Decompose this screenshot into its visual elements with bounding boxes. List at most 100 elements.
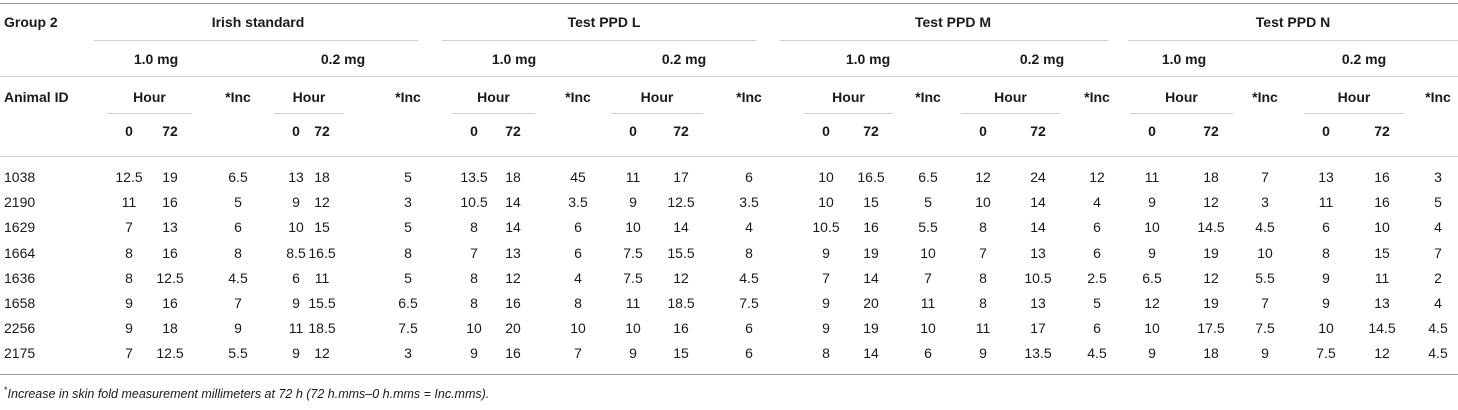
data-cell: 3	[404, 194, 412, 211]
data-cell: 9	[234, 320, 242, 337]
dose-header: 0.2 mg	[661, 51, 707, 67]
data-cell: 12	[975, 169, 991, 185]
group-underline	[1128, 40, 1458, 41]
data-cell: 6	[574, 244, 582, 261]
data-cell: 10	[466, 320, 482, 337]
data-cell: 9	[822, 295, 830, 311]
animal-id-cell: 1658	[4, 295, 36, 311]
data-cell: 9	[470, 345, 478, 362]
data-cell: 14.5	[1368, 320, 1396, 337]
data-cell: 12.5	[115, 169, 143, 185]
data-cell: 5.5	[228, 345, 248, 362]
data-cell: 3	[1261, 194, 1269, 211]
data-cell: 4.5	[1428, 345, 1448, 362]
data-cell: 16	[162, 194, 178, 211]
animal-id-label: Animal ID	[4, 89, 69, 105]
hour-value: 72	[1203, 123, 1219, 139]
inc-header: *Inc	[736, 89, 762, 105]
data-cell: 9	[292, 295, 300, 311]
data-cell: 9	[1261, 345, 1269, 362]
data-cell: 7	[574, 345, 582, 362]
group-underline	[780, 40, 1108, 41]
data-cell: 11	[920, 295, 936, 311]
data-cell: 17.5	[1197, 320, 1225, 337]
animal-id-cell: 1664	[4, 244, 36, 261]
data-cell: 10	[818, 194, 834, 211]
data-cell: 14	[673, 219, 689, 236]
data-cell: 4.5	[739, 269, 759, 286]
data-cell: 12.5	[156, 269, 184, 286]
data-cell: 14.5	[1197, 219, 1225, 236]
inc-header: *Inc	[395, 89, 421, 105]
data-cell: 18	[1203, 345, 1219, 362]
hour-value: 0	[822, 123, 830, 139]
data-cell: 11	[1144, 169, 1160, 185]
data-cell: 5	[404, 219, 412, 236]
data-cell: 10	[1144, 320, 1160, 337]
inc-header: *Inc	[1425, 89, 1451, 105]
data-cell: 7	[125, 345, 133, 362]
data-cell: 4.5	[1255, 219, 1275, 236]
data-cell: 7	[979, 244, 987, 261]
hour-value: 0	[629, 123, 637, 139]
hour-header: Hour	[832, 89, 865, 105]
data-cell: 16	[505, 345, 521, 362]
data-cell: 4	[1093, 194, 1101, 211]
data-cell: 14	[863, 269, 879, 286]
data-cell: 11	[625, 169, 641, 185]
data-cell: 2	[1434, 269, 1442, 286]
hour-header: Hour	[1337, 89, 1371, 105]
table-row: 2256 9 18 9 11 18.5 7.5 10 20 10 10 16 6 9 19 10 11 17 6 10…	[0, 315, 1458, 341]
data-cell: 20	[863, 295, 879, 311]
data-cell: 4	[745, 219, 753, 236]
table-row: 1636 8 12.5 4.5 6 11 5 8 12 4 7.5 12 4.5 7 14 7 8 10.5 2.5…	[0, 265, 1458, 291]
data-cell: 5	[1093, 295, 1101, 311]
table-row: 2175 7 12.5 5.5 9 12 3 9 16 7 9 15 6 8 14 6 9 13.5 4.5 9 18 9…	[0, 340, 1458, 366]
data-cell: 12	[314, 345, 330, 362]
hour-value: 0	[292, 123, 300, 139]
data-cell: 6.5	[228, 169, 248, 185]
table-row: 1629 7 13 6 10 15 5 8 14 6 10 14 4 10.5 16 5.5 8 14 6 10 14.…	[0, 214, 1458, 240]
data-cell: 7.5	[1316, 345, 1336, 362]
dose-header: 1.0 mg	[133, 51, 179, 67]
data-cell: 7	[1434, 244, 1442, 261]
data-cell: 16	[1374, 169, 1390, 185]
data-cell: 5.5	[918, 219, 938, 236]
data-cell: 16.5	[857, 169, 885, 185]
footnote-text: Increase in skin fold measurement millim…	[7, 387, 490, 402]
hour-value: 72	[673, 123, 689, 139]
data-cell: 11	[975, 320, 991, 337]
data-cell: 13	[1374, 295, 1390, 311]
data-cell: 10	[818, 169, 834, 185]
inc-header: *Inc	[565, 89, 591, 105]
hour-header: Hour	[292, 89, 326, 105]
data-cell: 13	[1030, 244, 1046, 261]
data-cell: 7	[234, 295, 242, 311]
table-row: 1664 8 16 8 8.5 16.5 8 7 13 6 7.5 15.5 8 9 19 10 7 13 6 9 19…	[0, 240, 1458, 266]
hour-header: Hour	[133, 89, 166, 105]
data-cell: 2.5	[1087, 269, 1107, 286]
data-cell: 9	[125, 320, 133, 337]
data-cell: 4.5	[1428, 320, 1448, 337]
data-cell: 10	[1144, 219, 1160, 236]
data-cell: 9	[629, 345, 637, 362]
hour-underline	[961, 113, 1060, 114]
hour-underline	[1130, 113, 1233, 114]
data-cell: 6	[924, 345, 932, 362]
data-cell: 4	[1434, 295, 1442, 311]
data-cell: 13	[1318, 169, 1334, 185]
hour-value: 72	[863, 123, 879, 139]
hour-underline	[452, 113, 535, 114]
data-cell: 14	[505, 194, 521, 211]
hour-value: 0	[1148, 123, 1156, 139]
data-cell: 8	[470, 269, 478, 286]
data-cell: 15.5	[667, 244, 695, 261]
data-cell: 13	[505, 244, 521, 261]
data-cell: 15	[673, 345, 689, 362]
data-cell: 8	[234, 244, 242, 261]
data-cell: 6.5	[398, 295, 418, 311]
group-header: Test PPD M	[915, 14, 991, 30]
table-row: 1038 12.5 19 6.5 13 18 5 13.5 18 45 11 17 6 10 16.5 6.5…	[0, 164, 1458, 190]
data-cell: 9	[822, 320, 830, 337]
hour-header: Hour	[640, 89, 674, 105]
